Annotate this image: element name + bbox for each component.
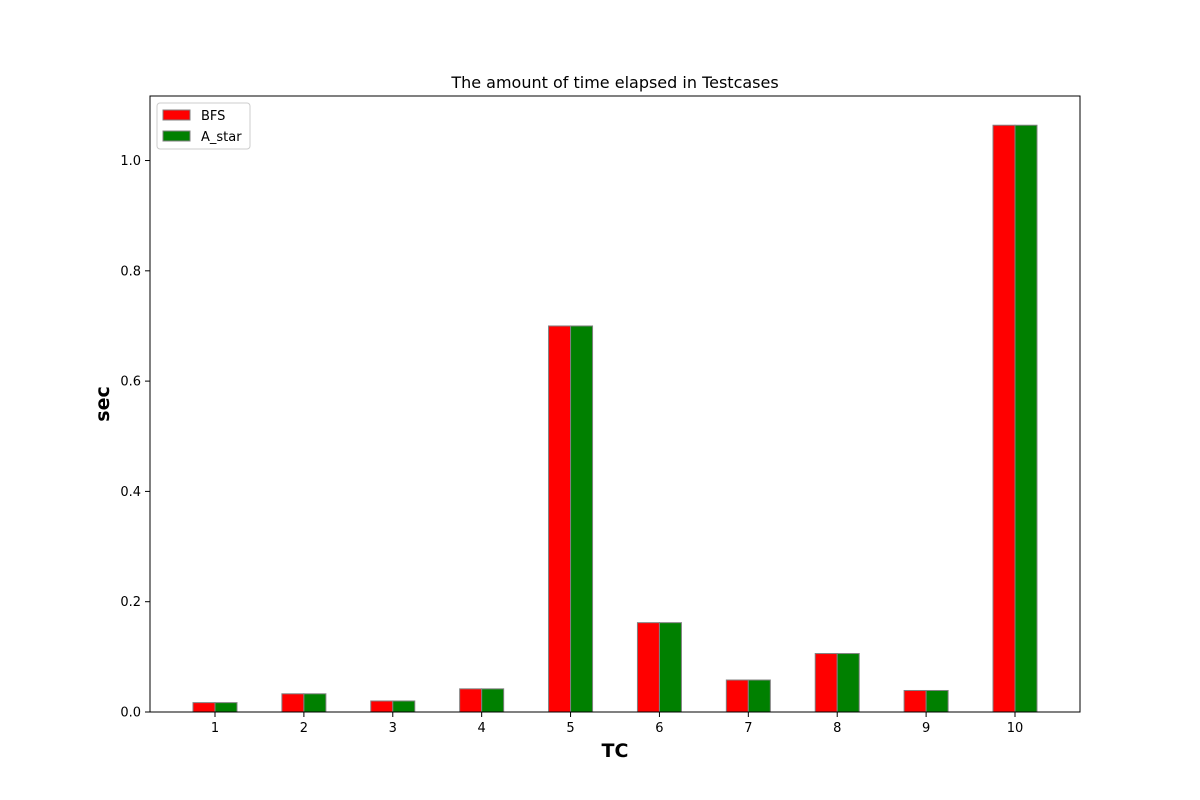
bar-bfs-tc-2 xyxy=(281,693,305,713)
x-tick-label: 5 xyxy=(566,721,574,736)
y-tick-label: 0.6 xyxy=(120,375,141,390)
bar-a-star-tc-9 xyxy=(925,689,949,713)
bar-bfs-tc-1 xyxy=(192,702,216,713)
bar-a-star-tc-1 xyxy=(214,702,238,713)
bar-a-star-tc-10 xyxy=(1014,124,1038,713)
x-tick-label: 9 xyxy=(922,721,930,736)
legend-swatch-bfs xyxy=(162,109,191,121)
bar-a-star-tc-3 xyxy=(392,700,416,713)
x-tick-label: 8 xyxy=(833,721,841,736)
x-tick-label: 2 xyxy=(300,721,308,736)
y-axis-ticks: 0.0 0.2 0.4 0.6 0.8 1.0 xyxy=(120,154,150,721)
bar-a-star-tc-7 xyxy=(747,679,771,713)
bar-bfs-tc-8 xyxy=(814,653,838,713)
bar-a-star-tc-2 xyxy=(303,693,327,713)
legend-label-bfs: BFS xyxy=(201,109,225,124)
x-tick-label: 4 xyxy=(478,721,486,736)
x-tick-label: 6 xyxy=(655,721,663,736)
x-tick-label: 10 xyxy=(1007,721,1024,736)
bars-group xyxy=(192,124,1038,713)
y-tick-label: 0.8 xyxy=(120,264,141,279)
legend-swatch-a-star xyxy=(162,130,191,142)
legend: BFS A_star xyxy=(156,102,251,150)
bar-a-star-tc-5 xyxy=(570,325,594,713)
plot-area-frame xyxy=(149,95,1081,713)
bar-a-star-tc-6 xyxy=(658,622,682,713)
x-axis-label: TC xyxy=(602,740,629,762)
y-tick-label: 0.0 xyxy=(120,706,141,721)
x-tick-label: 3 xyxy=(389,721,397,736)
y-tick-label: 0.2 xyxy=(120,595,141,610)
bar-bfs-tc-5 xyxy=(548,325,572,713)
y-axis-label: sec xyxy=(92,386,114,421)
bar-bfs-tc-10 xyxy=(992,124,1016,713)
legend-label-a-star: A_star xyxy=(201,130,242,145)
bar-bfs-tc-9 xyxy=(903,689,927,713)
bar-a-star-tc-8 xyxy=(836,653,860,713)
bar-bfs-tc-6 xyxy=(636,622,660,713)
chart-title: The amount of time elapsed in Testcases xyxy=(450,73,778,92)
x-tick-label: 7 xyxy=(744,721,752,736)
bar-bfs-tc-7 xyxy=(725,679,749,713)
bar-bfs-tc-4 xyxy=(459,688,483,713)
bar-a-star-tc-4 xyxy=(481,688,505,713)
y-tick-label: 1.0 xyxy=(120,154,141,169)
x-tick-label: 1 xyxy=(211,721,219,736)
bar-bfs-tc-3 xyxy=(370,700,394,713)
x-axis-ticks: 1 2 3 4 5 6 7 8 9 10 xyxy=(211,712,1023,736)
y-tick-label: 0.4 xyxy=(120,485,141,500)
